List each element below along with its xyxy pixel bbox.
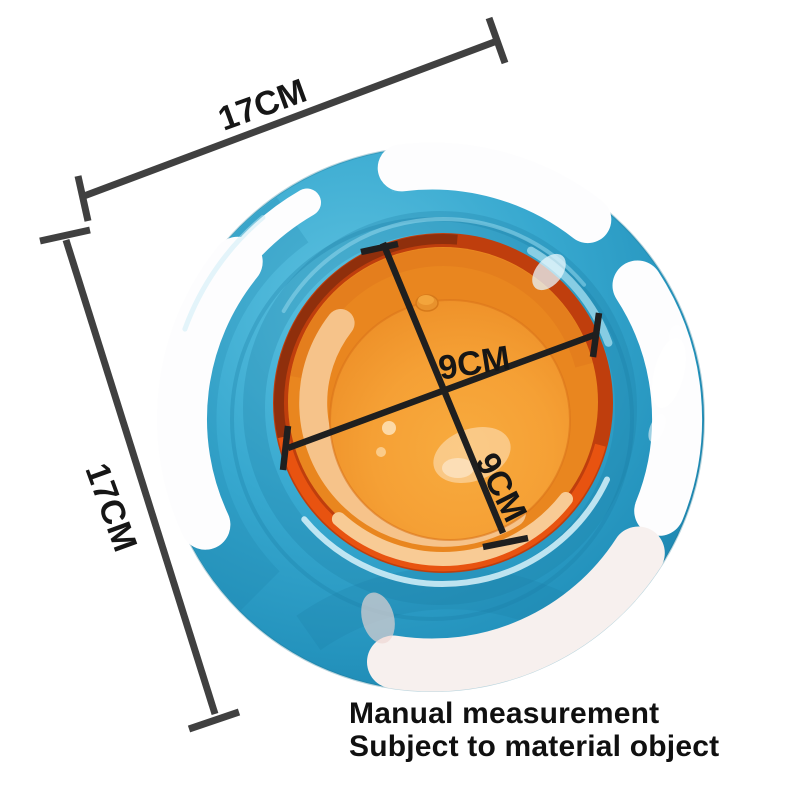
edge-sheen-arc — [182, 215, 266, 332]
bowl-glint-1 — [382, 421, 396, 435]
bowl-top-shadow-arc — [290, 248, 593, 380]
dimension-line — [286, 330, 599, 452]
dimension-cap — [279, 425, 292, 471]
well-rim-highlights — [281, 217, 613, 587]
right-glare-top — [668, 325, 684, 347]
dimension-cap — [39, 226, 91, 245]
dimension-cap — [187, 708, 241, 733]
saucer-highlights — [182, 215, 686, 443]
rim-highlight-bottom — [301, 476, 610, 587]
dimension-cap — [482, 534, 529, 551]
dimension-cap — [485, 16, 509, 65]
dimension-cap — [589, 312, 603, 358]
rim-highlight-top — [281, 217, 586, 313]
saucer-inner-shadow-ring — [243, 211, 637, 605]
dimension-line — [82, 37, 499, 200]
caption-line-2: Subject to material object — [349, 730, 720, 763]
rim-glare-top-right — [532, 253, 566, 291]
saucer-shadow-bottom — [296, 567, 585, 651]
rim-highlight-right — [527, 246, 613, 347]
slot-bottom — [367, 526, 665, 692]
lid-nub-highlight — [418, 295, 434, 305]
slot-top-right — [377, 142, 612, 244]
slot-top-left — [238, 188, 321, 260]
dimension-line — [62, 238, 219, 716]
bowl-glint-2 — [376, 447, 386, 457]
inner-width-dimension — [279, 312, 603, 471]
outer-height-label: 17CM — [77, 458, 144, 556]
bowl-interior — [329, 299, 571, 541]
right-glare-small — [648, 413, 666, 443]
inner-bowl-assembly — [273, 233, 613, 573]
slot-left — [157, 236, 263, 550]
dimension-cap — [360, 240, 399, 256]
right-glare — [652, 337, 686, 409]
caption-line-1: Manual measurement — [349, 697, 660, 730]
outer-height-dimension — [39, 226, 241, 733]
bowl-glare-core — [442, 458, 474, 478]
slot-bottom-pink-reflection — [361, 592, 395, 644]
dimension-cap — [74, 175, 92, 222]
gimbal-ring-outer — [331, 492, 573, 566]
outer-width-dimension — [74, 16, 509, 222]
caption: Manual measurement Subject to material o… — [349, 697, 719, 763]
well-ring-maroon-arc — [274, 234, 458, 439]
